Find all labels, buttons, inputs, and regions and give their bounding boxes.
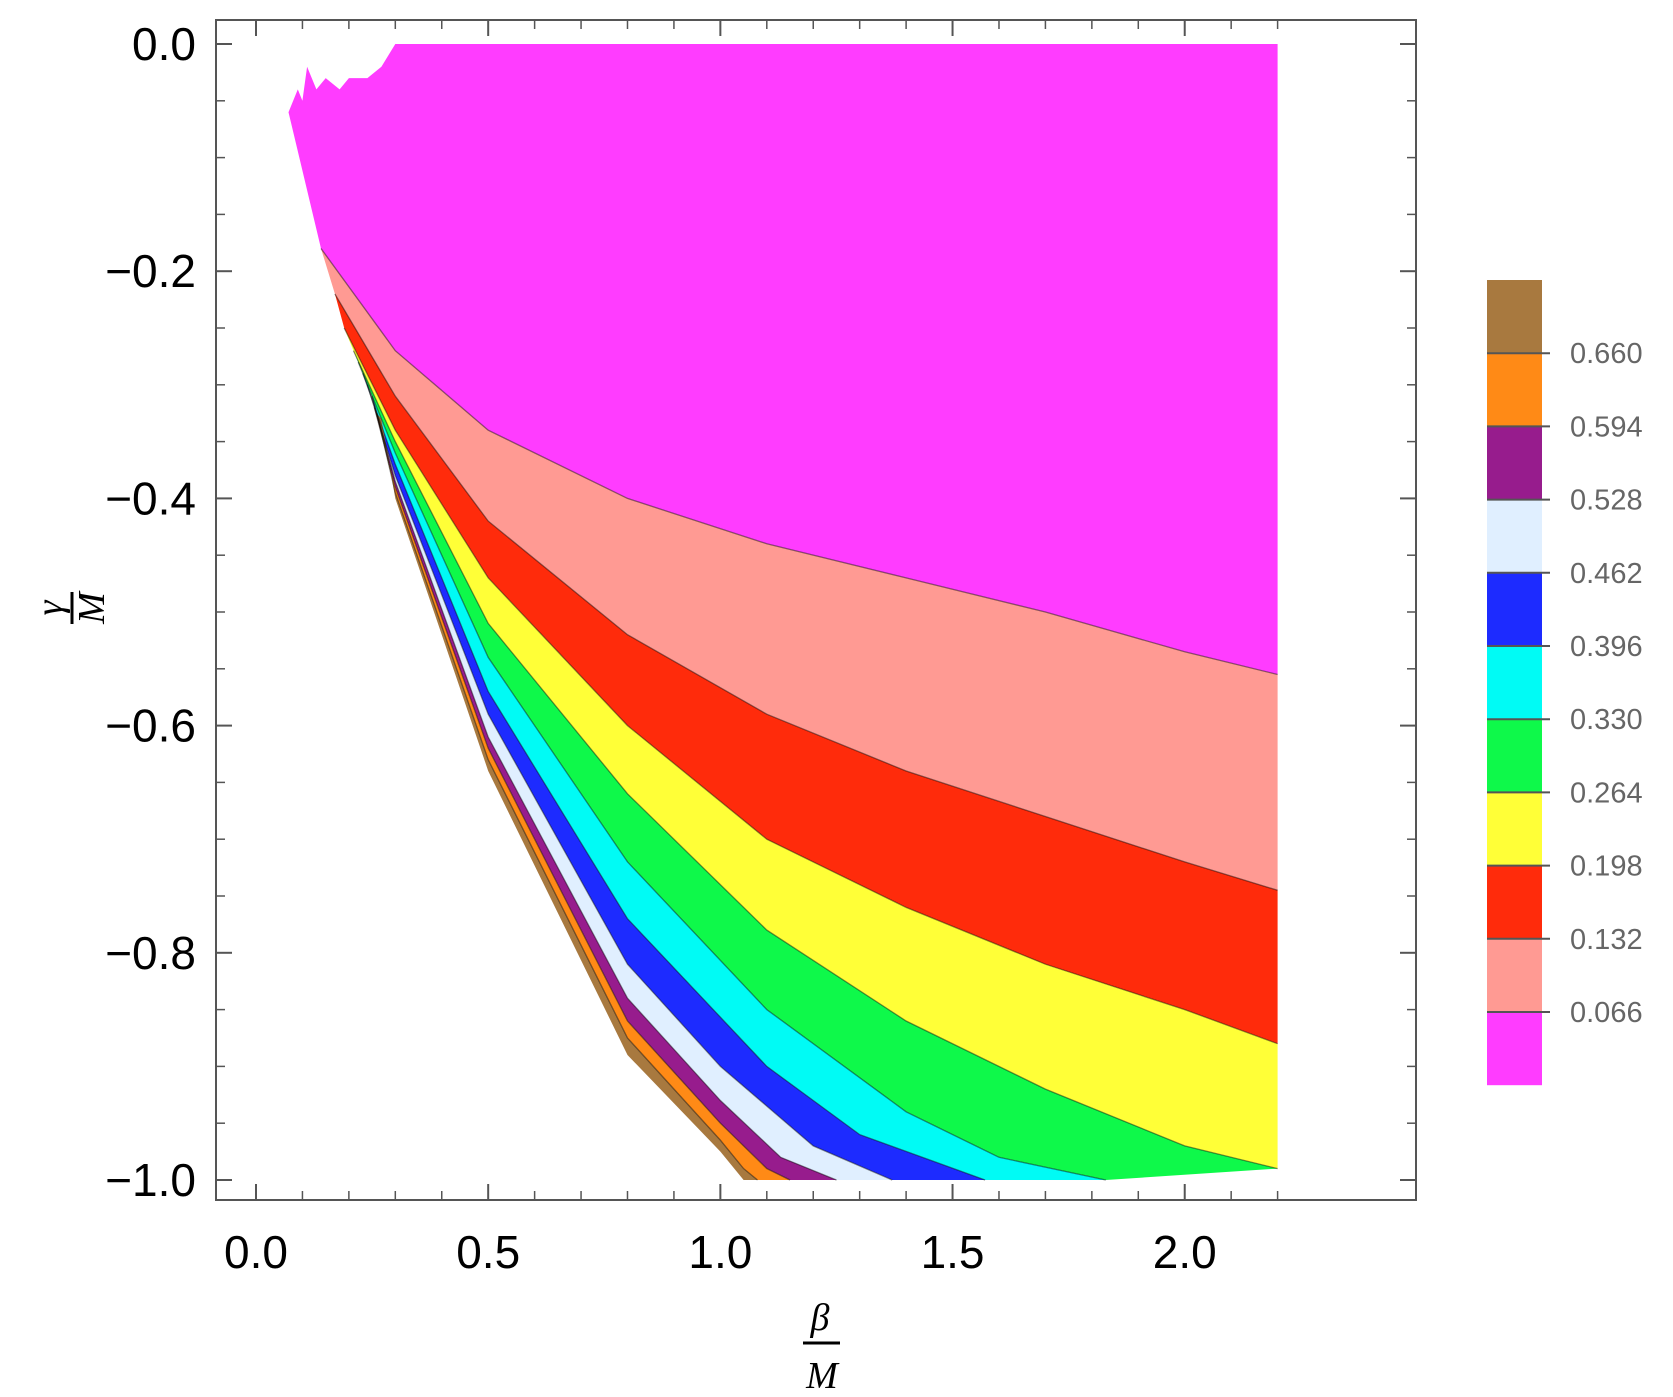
legend-swatch-6 bbox=[1487, 572, 1542, 646]
y-tick-label: −0.2 bbox=[105, 245, 196, 297]
legend-label: 0.594 bbox=[1570, 411, 1643, 443]
contour-line-0.528 bbox=[371, 396, 837, 1181]
y-tick-label: −0.4 bbox=[105, 472, 196, 524]
legend-swatch-1 bbox=[1487, 938, 1542, 1012]
contour-line-0.396 bbox=[362, 373, 986, 1181]
contour-line-0.660 bbox=[376, 413, 758, 1181]
legend-label: 0.198 bbox=[1570, 851, 1643, 883]
contour-band-3 bbox=[344, 328, 1278, 1169]
contour-lines bbox=[320, 248, 1278, 1181]
y-axis-label-numerator: γ bbox=[29, 599, 71, 615]
y-axis-label-denominator: M bbox=[71, 590, 113, 625]
contour-band-1 bbox=[321, 248, 1278, 891]
y-tick-label: 0.0 bbox=[132, 18, 196, 70]
x-axis-label: β M bbox=[803, 1297, 840, 1397]
contour-band-5 bbox=[358, 362, 1106, 1181]
legend-swatch-3 bbox=[1487, 792, 1542, 866]
contour-line-0.264 bbox=[352, 350, 1278, 1170]
contour-line-0.330 bbox=[357, 361, 1106, 1181]
contour-line-0.198 bbox=[343, 327, 1278, 1045]
contour-line-0.132 bbox=[334, 293, 1278, 891]
legend-label: 0.396 bbox=[1570, 631, 1643, 663]
y-tick-label: −0.6 bbox=[105, 700, 196, 752]
legend-label: 0.462 bbox=[1570, 558, 1643, 590]
x-tick-label: 1.0 bbox=[688, 1226, 752, 1278]
x-tick-label: 1.5 bbox=[921, 1226, 985, 1278]
x-axis-label-denominator: M bbox=[805, 1355, 840, 1397]
contour-line-0.066 bbox=[320, 248, 1278, 676]
contour-band-0 bbox=[288, 44, 1278, 675]
legend-swatch-9 bbox=[1487, 353, 1542, 427]
x-axis: 0.0 0.5 1.0 1.5 2.0 bbox=[224, 20, 1279, 1278]
y-axis: 0.0 −0.2 −0.4 −0.6 −0.8 −1.0 bbox=[105, 18, 1416, 1206]
legend-label: 0.264 bbox=[1570, 777, 1643, 809]
legend-swatch-4 bbox=[1487, 719, 1542, 793]
contour-band-4 bbox=[353, 350, 1278, 1180]
legend-swatch-0 bbox=[1487, 1012, 1542, 1086]
legend-swatch-10 bbox=[1487, 280, 1542, 354]
legend-label: 0.066 bbox=[1570, 997, 1643, 1029]
x-tick-label: 2.0 bbox=[1153, 1226, 1217, 1278]
plot-frame bbox=[215, 19, 1417, 1201]
contour-regions bbox=[288, 44, 1278, 1181]
legend-label: 0.660 bbox=[1570, 338, 1643, 370]
legend: 0.066 0.132 0.198 0.264 0.330 0.396 0.462 0.528… bbox=[1487, 280, 1643, 1086]
x-tick-label: 0.5 bbox=[456, 1226, 520, 1278]
legend-swatch-7 bbox=[1487, 499, 1542, 573]
legend-swatch-5 bbox=[1487, 646, 1542, 720]
y-tick-label: −1.0 bbox=[105, 1154, 196, 1206]
x-tick-label: 0.0 bbox=[224, 1226, 288, 1278]
legend-label: 0.528 bbox=[1570, 485, 1643, 517]
x-axis-label-numerator: β bbox=[810, 1297, 830, 1339]
contour-line-0.462 bbox=[366, 384, 893, 1181]
legend-swatch-2 bbox=[1487, 865, 1542, 939]
legend-label: 0.132 bbox=[1570, 924, 1643, 956]
contour-line-0.594 bbox=[373, 407, 791, 1181]
contour-band-2 bbox=[334, 293, 1278, 1044]
y-axis-label: γ M bbox=[29, 590, 113, 625]
legend-swatch-8 bbox=[1487, 426, 1542, 500]
y-tick-label: −0.8 bbox=[105, 927, 196, 979]
legend-label: 0.330 bbox=[1570, 704, 1643, 736]
